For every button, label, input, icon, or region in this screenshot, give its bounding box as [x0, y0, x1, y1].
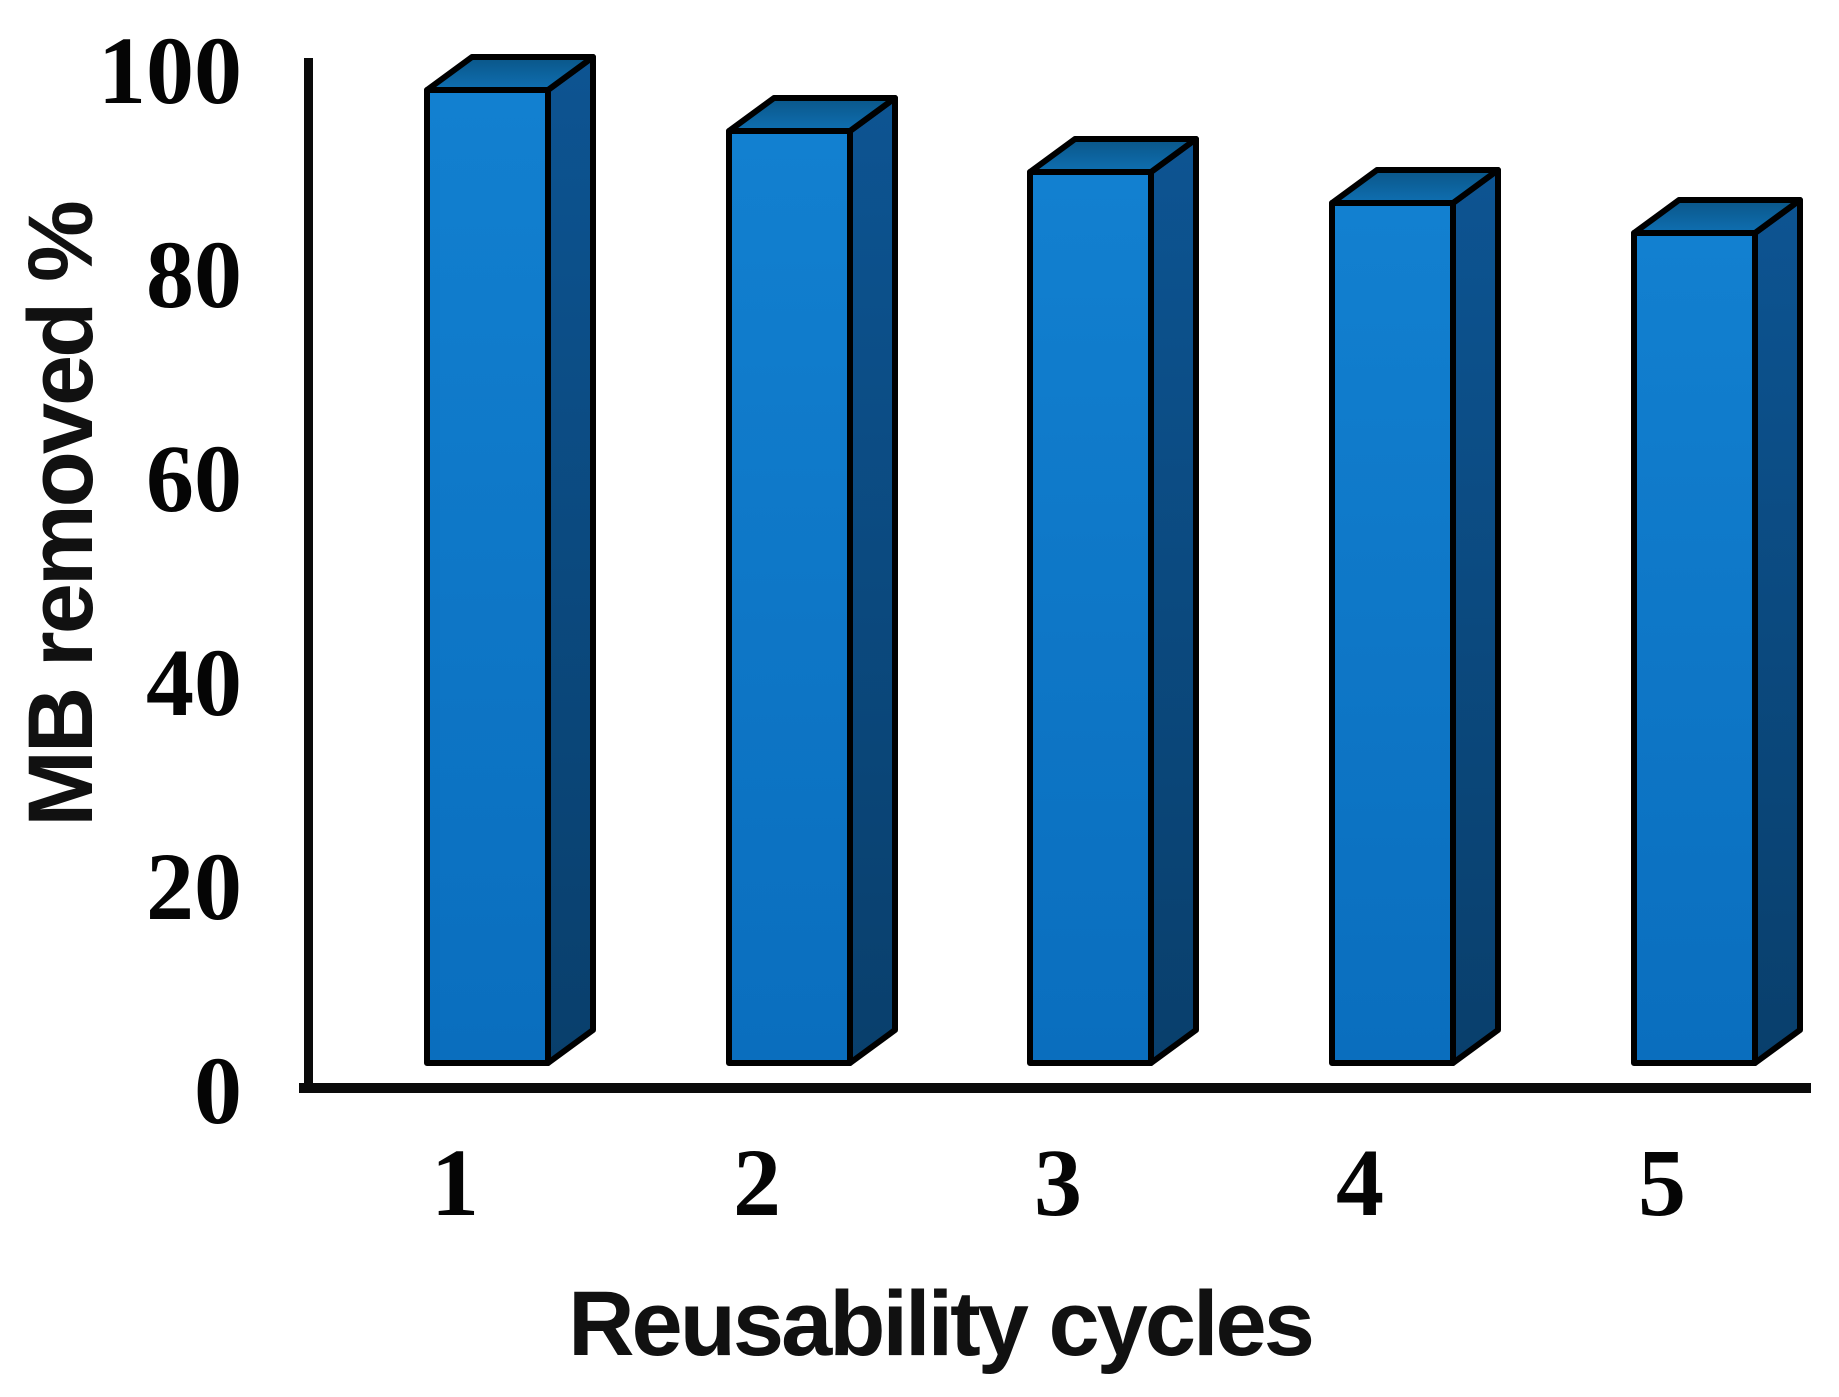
x-tick-4: 4: [1336, 1129, 1384, 1236]
bar-side-face: [1752, 197, 1803, 1066]
x-axis-tick-labels: 1 2 3 4 5: [431, 1129, 1686, 1236]
y-tick-20: 20: [146, 833, 242, 940]
bar-cycle-1: [424, 54, 596, 1066]
x-tick-3: 3: [1034, 1129, 1082, 1236]
bar-side-face: [1148, 136, 1199, 1066]
bar-front-face: [1329, 200, 1456, 1066]
y-tick-80: 80: [146, 221, 242, 328]
bar-side-face: [545, 54, 596, 1066]
bar-cycle-5: [1631, 197, 1803, 1066]
bar-front-face: [726, 128, 853, 1066]
bar-front-face: [424, 87, 551, 1066]
y-tick-100: 100: [98, 17, 242, 124]
y-axis-title: MB removed %: [10, 202, 112, 827]
y-axis-line: [304, 58, 313, 1093]
x-tick-2: 2: [733, 1129, 781, 1236]
y-tick-40: 40: [146, 629, 242, 736]
bars-group: [424, 54, 1803, 1066]
x-axis-title: Reusability cycles: [568, 1273, 1312, 1375]
x-tick-5: 5: [1638, 1129, 1686, 1236]
y-tick-0: 0: [194, 1037, 242, 1144]
bar-cycle-3: [1027, 136, 1199, 1066]
x-axis-line: [299, 1083, 1811, 1093]
bar-front-face: [1027, 169, 1154, 1066]
x-tick-1: 1: [431, 1129, 479, 1236]
bar-side-face: [1450, 167, 1501, 1066]
y-axis-tick-labels: 0 20 40 60 80 100: [98, 17, 242, 1144]
bar-side-face: [847, 95, 898, 1066]
bar-front-face: [1631, 230, 1758, 1066]
bar-cycle-4: [1329, 167, 1501, 1066]
y-tick-60: 60: [146, 425, 242, 532]
bar-cycle-2: [726, 95, 898, 1066]
